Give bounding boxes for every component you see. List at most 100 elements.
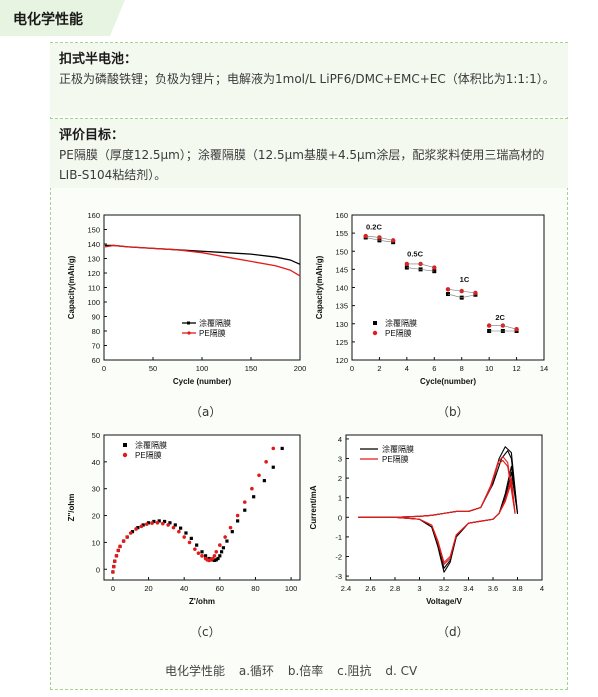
data-point bbox=[179, 526, 183, 530]
y-tick-label: 130 bbox=[87, 255, 100, 264]
x-tick-label: 10 bbox=[485, 364, 493, 373]
data-point bbox=[210, 556, 215, 561]
data-point bbox=[473, 290, 478, 296]
x-tick-label: 40 bbox=[180, 584, 188, 593]
x-tick-label: 60 bbox=[216, 584, 224, 593]
bottom-caption-item: c.阻抗 bbox=[337, 664, 372, 678]
y-tick-label: 2 bbox=[338, 474, 342, 483]
x-tick-label: 200 bbox=[294, 364, 307, 373]
y-tick-label: 30 bbox=[92, 485, 100, 494]
data-point bbox=[252, 495, 256, 499]
x-tick-label: 80 bbox=[251, 584, 259, 593]
data-point bbox=[363, 233, 368, 239]
x-tick-label: 2.6 bbox=[365, 584, 375, 593]
data-point bbox=[144, 522, 149, 526]
y-axis-label: Capacity(mAh/g) bbox=[67, 255, 76, 319]
goal-heading: 评价目标： bbox=[59, 128, 125, 143]
legend-label: PE隔膜 bbox=[382, 454, 409, 464]
x-tick-label: 14 bbox=[540, 364, 548, 373]
y-tick-label: 150 bbox=[87, 226, 100, 235]
plot-frame bbox=[103, 434, 301, 581]
x-tick-label: 100 bbox=[196, 364, 209, 373]
y-tick-label: -1 bbox=[335, 533, 342, 542]
y-tick-label: 160 bbox=[335, 211, 348, 220]
data-point bbox=[250, 486, 254, 491]
data-point bbox=[128, 531, 133, 535]
caption-c: （c） bbox=[190, 625, 221, 639]
data-point bbox=[390, 238, 396, 243]
x-axis-label: Cycle (number) bbox=[173, 377, 232, 386]
data-point bbox=[134, 527, 138, 531]
y-tick-label: 160 bbox=[87, 211, 100, 220]
plot-frame bbox=[103, 214, 301, 361]
y-tick-label: 125 bbox=[335, 338, 348, 347]
data-point bbox=[125, 535, 129, 539]
y-tick-label: 145 bbox=[335, 265, 348, 274]
x-tick-label: 12 bbox=[512, 364, 520, 373]
data-point bbox=[136, 526, 140, 530]
data-point bbox=[262, 479, 266, 483]
x-tick-label: 2.8 bbox=[390, 584, 400, 593]
bottom-caption-title: 电化学性能 bbox=[165, 664, 226, 678]
x-tick-label: 3.6 bbox=[488, 584, 498, 593]
cell-info-section: 扣式半电池： 正极为磷酸铁锂；负极为锂片；电解液为1mol/L LiPF6/DM… bbox=[50, 43, 568, 116]
x-tick-label: 20 bbox=[144, 584, 152, 593]
rate-annotation: 2C bbox=[495, 313, 505, 322]
bottom-caption: 电化学性能 a.循环 b.倍率 c.阻抗 d. CV bbox=[165, 662, 455, 679]
y-tick-label: 155 bbox=[335, 229, 348, 238]
data-point bbox=[152, 519, 156, 524]
data-point bbox=[223, 535, 227, 539]
legend-label: PE隔膜 bbox=[385, 328, 412, 338]
x-tick-label: 0 bbox=[350, 364, 354, 373]
data-point bbox=[257, 473, 261, 478]
x-tick-label: 2.4 bbox=[341, 584, 351, 593]
data-point bbox=[218, 543, 222, 547]
data-point bbox=[171, 525, 176, 530]
data-point bbox=[212, 554, 217, 558]
y-axis-label: Z''/ohm bbox=[67, 494, 76, 522]
y-tick-label: 0 bbox=[96, 565, 100, 574]
y-tick-label: 120 bbox=[87, 269, 100, 278]
cell-info-text: 正极为磷酸铁锂；负极为锂片；电解液为1mol/L LiPF6/DMC+EMC+E… bbox=[59, 72, 555, 86]
x-tick-label: 4 bbox=[540, 584, 544, 593]
data-point bbox=[446, 292, 450, 297]
x-tick-label: 3.4 bbox=[463, 584, 473, 593]
legend-label: 涂覆隔膜 bbox=[382, 444, 414, 454]
x-tick-label: 100 bbox=[285, 584, 298, 593]
y-tick-label: 4 bbox=[338, 435, 342, 444]
y-tick-label: 80 bbox=[92, 327, 100, 336]
x-axis-label: Z'/ohm bbox=[189, 597, 215, 606]
data-point bbox=[243, 508, 247, 512]
data-point bbox=[214, 550, 219, 554]
legend-label: 涂覆隔膜 bbox=[385, 318, 417, 328]
section-title-bar bbox=[0, 0, 125, 36]
data-point bbox=[200, 550, 204, 554]
group-line bbox=[406, 267, 435, 272]
data-point bbox=[195, 543, 199, 547]
cell-info-heading: 扣式半电池： bbox=[59, 52, 138, 67]
data-point bbox=[146, 521, 151, 525]
y-tick-label: 90 bbox=[92, 313, 100, 322]
y-tick-label: 20 bbox=[92, 512, 100, 521]
data-point bbox=[225, 539, 229, 543]
caption-a: （a） bbox=[190, 405, 222, 419]
x-tick-label: 3 bbox=[417, 584, 421, 593]
bottom-caption-item: b.倍率 bbox=[287, 664, 324, 678]
data-point bbox=[514, 326, 519, 332]
group-line bbox=[365, 237, 394, 243]
legend-marker bbox=[187, 321, 190, 325]
data-point bbox=[216, 556, 220, 561]
goal-section: 评价目标： PE隔膜（厚度12.5μm）；涂覆隔膜（12.5μm基膜+4.5μm… bbox=[50, 118, 568, 188]
legend-marker bbox=[122, 452, 128, 458]
goal-text: PE隔膜（厚度12.5μm）；涂覆隔膜（12.5μm基膜+4.5μm涂层，配浆浆… bbox=[59, 148, 545, 182]
x-tick-label: 0 bbox=[111, 584, 115, 593]
y-axis-label: Capacity(mAh/g) bbox=[315, 255, 324, 319]
data-point bbox=[139, 524, 144, 529]
data-point bbox=[187, 540, 192, 545]
data-point bbox=[200, 554, 204, 558]
chart-svg-c: 0 20 40 60 80 100 0 10 20 30 40 50 Z'/ohm Z''/ohm 涂覆隔膜… bbox=[67, 431, 301, 606]
x-tick-label: 150 bbox=[245, 364, 258, 373]
chart-a-cycle: 0 50 100 150 200 60 70 80 90 100 110 120 130 140 150 16… bbox=[62, 205, 307, 395]
series-line bbox=[104, 244, 301, 277]
legend-marker bbox=[372, 330, 378, 336]
